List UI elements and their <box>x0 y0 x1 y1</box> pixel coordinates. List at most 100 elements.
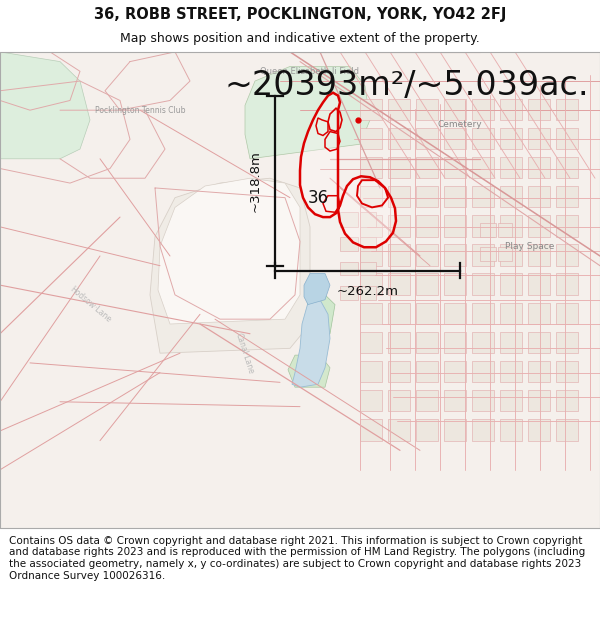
Polygon shape <box>158 178 300 324</box>
Bar <box>528 215 550 236</box>
Bar <box>528 419 550 441</box>
Bar <box>388 186 410 208</box>
Bar <box>388 361 410 382</box>
Bar <box>360 332 382 353</box>
Bar <box>360 127 382 149</box>
Polygon shape <box>150 178 310 353</box>
Polygon shape <box>304 274 330 304</box>
Bar <box>416 302 438 324</box>
Bar <box>416 215 438 236</box>
Bar <box>556 419 578 441</box>
Polygon shape <box>305 295 335 344</box>
Bar <box>500 186 522 208</box>
Bar <box>444 127 466 149</box>
Bar <box>416 274 438 295</box>
Polygon shape <box>292 300 330 388</box>
Text: Pocklington Tennis Club: Pocklington Tennis Club <box>95 106 185 115</box>
Bar <box>444 419 466 441</box>
Bar <box>472 361 494 382</box>
Bar <box>528 99 550 120</box>
Bar <box>416 361 438 382</box>
Bar <box>528 390 550 411</box>
Bar <box>556 99 578 120</box>
Text: Hodsow·Lane: Hodsow·Lane <box>68 285 112 324</box>
Bar <box>360 244 382 266</box>
Bar <box>556 186 578 208</box>
Bar <box>360 361 382 382</box>
Bar <box>472 274 494 295</box>
Bar <box>500 274 522 295</box>
Bar <box>500 157 522 178</box>
Bar <box>340 213 358 227</box>
Polygon shape <box>0 52 90 159</box>
Bar <box>500 332 522 353</box>
Bar <box>360 157 382 178</box>
Bar <box>444 244 466 266</box>
Bar <box>388 390 410 411</box>
Bar <box>360 390 382 411</box>
Bar <box>416 99 438 120</box>
Text: Cemetery: Cemetery <box>437 120 482 129</box>
Text: 36, ROBB STREET, POCKLINGTON, YORK, YO42 2FJ: 36, ROBB STREET, POCKLINGTON, YORK, YO42… <box>94 7 506 22</box>
Bar <box>388 127 410 149</box>
Bar <box>360 215 382 236</box>
Bar <box>528 244 550 266</box>
Bar <box>556 244 578 266</box>
Bar <box>444 99 466 120</box>
Bar <box>416 244 438 266</box>
Bar <box>360 419 382 441</box>
Text: Canal·Lane: Canal·Lane <box>234 331 256 375</box>
Bar <box>556 302 578 324</box>
Bar <box>360 236 376 251</box>
Bar <box>388 244 410 266</box>
Bar <box>444 390 466 411</box>
Bar <box>360 99 382 120</box>
Bar <box>500 390 522 411</box>
Polygon shape <box>288 355 330 388</box>
Bar <box>500 361 522 382</box>
Text: ~262.2m: ~262.2m <box>337 286 398 299</box>
Bar <box>556 127 578 149</box>
Bar <box>472 332 494 353</box>
Bar <box>360 274 382 295</box>
Bar <box>444 157 466 178</box>
Bar <box>472 419 494 441</box>
Bar <box>416 332 438 353</box>
Bar <box>340 286 358 300</box>
Bar <box>388 274 410 295</box>
Text: Map shows position and indicative extent of the property.: Map shows position and indicative extent… <box>120 32 480 45</box>
Bar <box>472 302 494 324</box>
Text: 36: 36 <box>307 189 329 207</box>
Bar <box>480 223 496 236</box>
Bar <box>556 390 578 411</box>
Bar <box>528 274 550 295</box>
Bar <box>472 215 494 236</box>
Bar <box>528 127 550 149</box>
Bar <box>340 236 358 251</box>
Bar <box>388 157 410 178</box>
Bar <box>416 186 438 208</box>
Bar <box>360 262 376 276</box>
Bar <box>498 223 512 236</box>
Bar <box>444 332 466 353</box>
Bar <box>472 99 494 120</box>
Bar <box>416 419 438 441</box>
Bar <box>388 99 410 120</box>
Polygon shape <box>300 92 396 248</box>
Bar <box>444 361 466 382</box>
Bar <box>416 127 438 149</box>
Text: Contains OS data © Crown copyright and database right 2021. This information is : Contains OS data © Crown copyright and d… <box>9 536 585 581</box>
Bar <box>528 361 550 382</box>
Bar <box>498 248 512 261</box>
Bar <box>528 332 550 353</box>
Bar <box>388 419 410 441</box>
Polygon shape <box>270 81 330 120</box>
Bar <box>360 213 376 227</box>
Bar <box>388 215 410 236</box>
Bar <box>360 302 382 324</box>
Bar <box>472 244 494 266</box>
Bar <box>388 302 410 324</box>
Bar <box>500 419 522 441</box>
Bar <box>500 127 522 149</box>
Bar <box>556 215 578 236</box>
